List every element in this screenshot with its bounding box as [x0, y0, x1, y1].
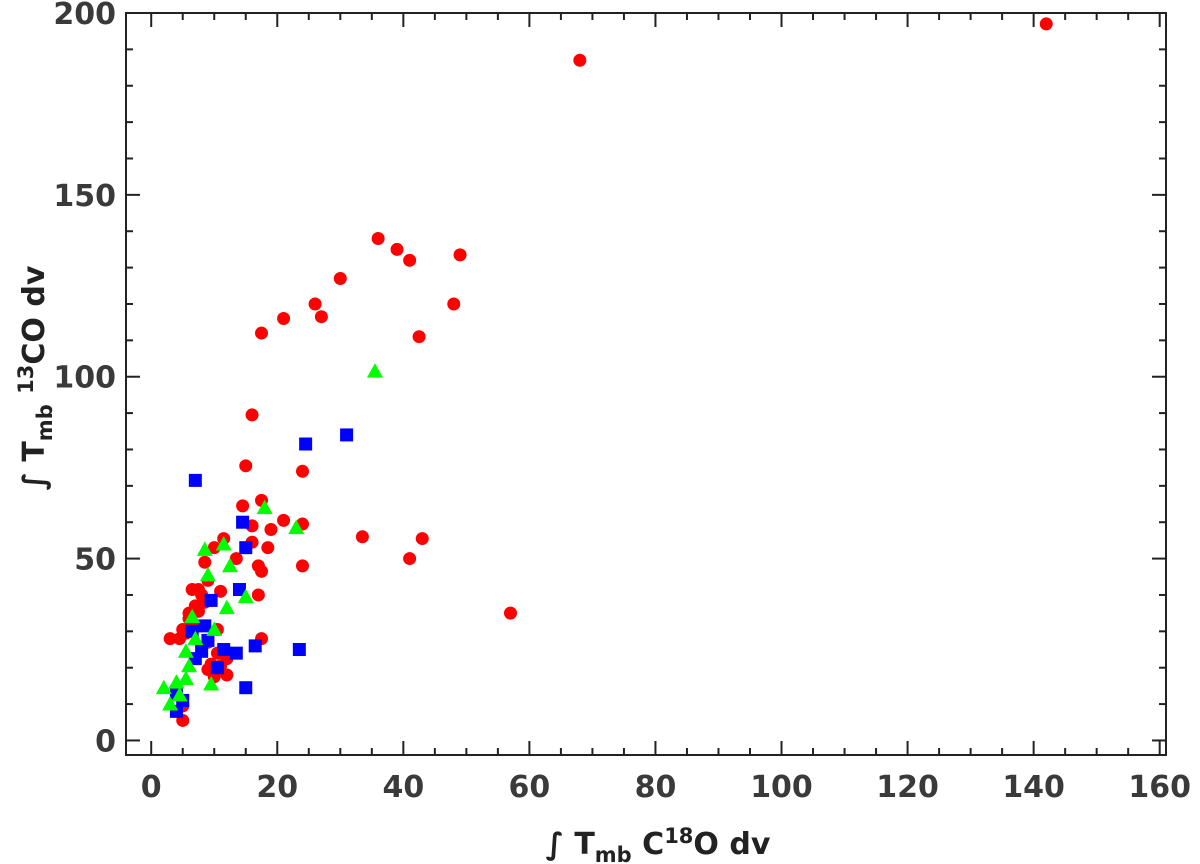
x-tick-label: 120 [876, 770, 939, 805]
data-point-square [201, 633, 215, 647]
data-point-circle [573, 53, 587, 67]
data-point-triangle [218, 599, 235, 615]
data-point-circle [308, 297, 322, 311]
series-triangles [155, 363, 383, 711]
x-tick-label: 100 [750, 770, 813, 805]
data-point-circle [503, 606, 517, 620]
data-point-circle [255, 564, 269, 578]
data-point-square [239, 541, 253, 555]
data-point-circle [229, 552, 243, 566]
data-point-circle [277, 312, 291, 326]
data-markers [155, 17, 1053, 727]
data-point-circle [412, 330, 426, 344]
data-point-circle [236, 499, 250, 513]
data-point-square [188, 473, 202, 487]
x-axis-title: ∫ Tmb C18O dv [546, 824, 771, 864]
data-point-triangle [177, 670, 194, 686]
data-point-triangle [181, 657, 198, 673]
y-tick-label: 0 [95, 724, 116, 759]
data-point-square [239, 681, 253, 695]
data-point-circle [355, 530, 369, 544]
data-point-circle [453, 248, 467, 262]
data-point-square [198, 619, 212, 633]
data-point-triangle [196, 541, 213, 556]
data-point-circle [173, 632, 187, 646]
data-point-triangle [237, 588, 254, 604]
data-point-circle [333, 272, 347, 286]
data-point-circle [245, 408, 259, 422]
series-squares [169, 428, 354, 718]
data-point-triangle [177, 643, 194, 658]
data-point-square [248, 639, 262, 653]
y-tick-label: 50 [74, 543, 116, 578]
data-point-circle [314, 310, 328, 324]
data-point-circle [371, 232, 385, 246]
data-point-circle [207, 541, 221, 555]
data-point-square [229, 646, 243, 660]
data-point-triangle [168, 674, 185, 689]
data-point-circle [163, 632, 177, 646]
plot-background [126, 13, 1166, 755]
y-tick-label: 100 [53, 361, 116, 396]
data-point-triangle [187, 630, 204, 646]
axis-ticks [126, 12, 1166, 755]
data-point-square [299, 437, 313, 451]
y-tick-label: 200 [53, 0, 116, 32]
data-point-square [217, 643, 231, 657]
data-point-circle [261, 541, 275, 555]
data-point-triangle [222, 557, 238, 573]
x-tick-label: 140 [1002, 770, 1065, 805]
data-point-triangle [184, 608, 201, 624]
data-point-circle [277, 513, 291, 527]
data-point-circle [255, 326, 269, 340]
y-axis-title: ∫ Tmb 13CO dv [14, 265, 57, 490]
data-point-square [340, 428, 354, 442]
data-point-square [232, 583, 246, 597]
tick-labels: 0 20 40 60 80 100 120 140 160 0 50 100 150 200 [53, 0, 1191, 805]
data-point-triangle [206, 621, 223, 636]
x-tick-label: 0 [141, 770, 162, 805]
data-point-square [292, 643, 306, 657]
data-point-circle [295, 559, 309, 573]
data-point-circle [251, 588, 265, 602]
data-point-square [210, 661, 224, 675]
x-tick-label: 60 [509, 770, 551, 805]
x-tick-label: 40 [382, 770, 424, 805]
plot-frame [125, 12, 1167, 756]
data-point-circle [403, 253, 417, 267]
data-point-circle [390, 242, 404, 256]
data-point-circle [447, 297, 461, 311]
data-point-triangle [155, 679, 172, 695]
data-point-circle [415, 532, 429, 546]
data-point-circle [403, 552, 417, 566]
data-point-square [236, 515, 250, 529]
data-point-circle [295, 464, 309, 478]
x-tick-label: 80 [635, 770, 677, 805]
data-point-triangle [366, 363, 383, 378]
data-point-triangle [256, 499, 273, 515]
data-point-triangle [215, 536, 232, 551]
data-point-triangle [171, 686, 188, 702]
x-tick-label: 20 [256, 770, 298, 805]
data-point-circle [239, 459, 253, 473]
x-tick-label: 160 [1128, 770, 1191, 805]
data-point-triangle [288, 519, 305, 535]
data-point-circle [264, 522, 278, 536]
data-point-triangle [199, 566, 216, 582]
data-point-circle [198, 555, 212, 569]
data-point-circle [1039, 17, 1053, 31]
data-point-triangle [203, 676, 220, 691]
y-tick-label: 150 [53, 179, 116, 214]
data-point-triangle [162, 696, 179, 711]
data-point-square [204, 593, 218, 607]
